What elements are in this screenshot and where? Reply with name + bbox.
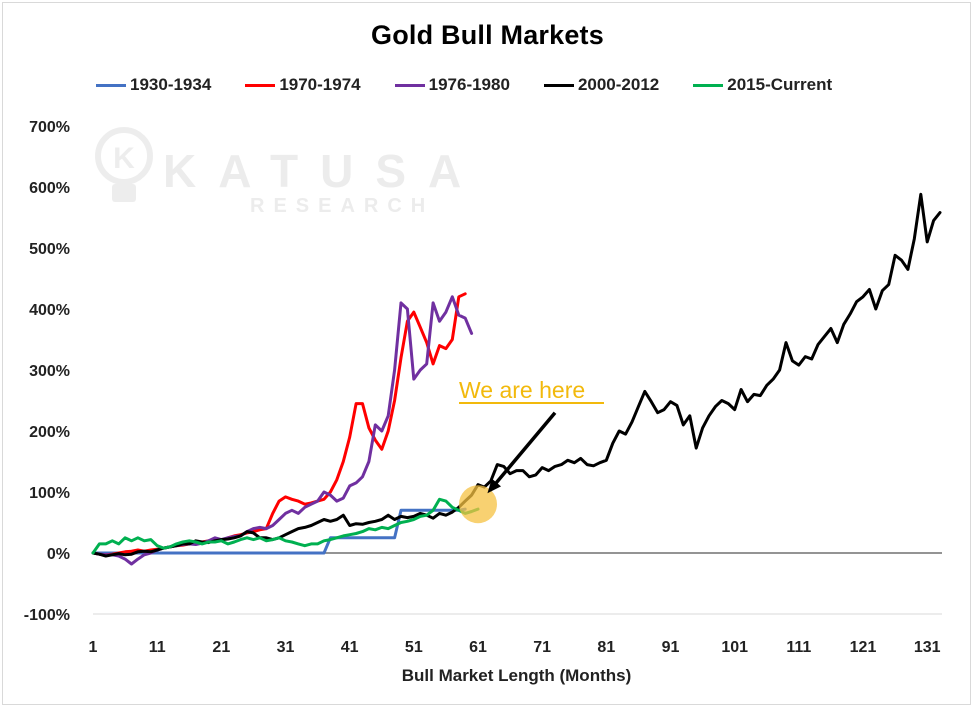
annotation-arrowhead <box>487 478 502 494</box>
x-tick-label: 91 <box>662 639 680 656</box>
x-tick-label: 61 <box>469 639 487 656</box>
watermark: K KATUSA RESEARCH <box>95 127 483 217</box>
series-line-1976-1980 <box>91 295 474 566</box>
watermark-sub: RESEARCH <box>250 195 434 217</box>
x-tick-label: 51 <box>405 639 423 656</box>
legend-label: 2015-Current <box>727 75 833 94</box>
x-axis-title: Bull Market Length (Months) <box>402 666 631 685</box>
legend-item: 1930-1934 <box>96 75 211 95</box>
x-axis-ticks: 1 11 21 31 41 51 61 71 81 91 101 111 121 131 <box>89 639 941 656</box>
annotation-text: We are here <box>459 377 585 403</box>
y-tick-label: 600% <box>29 180 70 197</box>
legend-item: 2000-2012 <box>543 75 660 95</box>
x-tick-label: 121 <box>850 639 877 656</box>
legend-swatch <box>394 83 425 87</box>
chart-title: Gold Bull Markets <box>371 20 604 50</box>
legend-swatch <box>693 83 724 87</box>
legend-item: 2015-Current <box>693 75 832 95</box>
x-tick-label: 11 <box>149 639 166 656</box>
watermark-logo-icon: K <box>95 127 153 202</box>
annotation-arrow <box>488 411 557 492</box>
legend-swatch <box>245 83 276 87</box>
legend-item: 1976-1980 <box>394 75 510 95</box>
legend-label: 1970-1974 <box>279 75 361 94</box>
y-tick-label: 400% <box>29 302 70 319</box>
x-tick-label: 21 <box>212 639 230 656</box>
x-tick-label: 31 <box>277 639 295 656</box>
x-tick-label: 41 <box>341 639 359 656</box>
y-tick-label: 700% <box>29 119 70 136</box>
legend-label: 2000-2012 <box>577 75 660 94</box>
y-axis-ticks: -100% 0% 100% 200% 300% 400% 500% 600% 700% <box>24 119 70 624</box>
series-lines <box>91 192 942 566</box>
y-tick-label: 100% <box>29 485 70 502</box>
x-tick-label: 81 <box>597 639 615 656</box>
legend-swatch <box>543 83 574 87</box>
legend: 1930-1934 1970-1974 1976-1980 2000-2012 2015… <box>96 74 866 96</box>
series-line-2015-Current <box>91 497 480 555</box>
watermark-brand: KATUSA <box>163 145 483 197</box>
y-tick-label: 300% <box>29 363 70 380</box>
x-tick-label: 111 <box>786 639 811 656</box>
x-tick-label: 71 <box>533 639 551 656</box>
series-line-1930-1934 <box>91 507 467 555</box>
series-line-2000-2012 <box>91 192 942 558</box>
legend-label: 1930-1934 <box>130 75 212 94</box>
watermark-logo-letter: K <box>113 142 135 175</box>
y-tick-label: 0% <box>47 546 70 563</box>
y-tick-label: -100% <box>24 607 70 624</box>
legend-item: 1970-1974 <box>245 75 361 95</box>
x-tick-label: 131 <box>914 639 941 656</box>
y-tick-label: 200% <box>29 424 70 441</box>
legend-swatch <box>96 83 126 87</box>
here-marker <box>459 485 497 524</box>
x-tick-label: 1 <box>89 639 98 656</box>
x-tick-label: 101 <box>721 639 748 656</box>
annotation: We are here <box>459 377 604 524</box>
legend-label: 1976-1980 <box>428 75 510 94</box>
y-tick-label: 500% <box>29 241 70 258</box>
